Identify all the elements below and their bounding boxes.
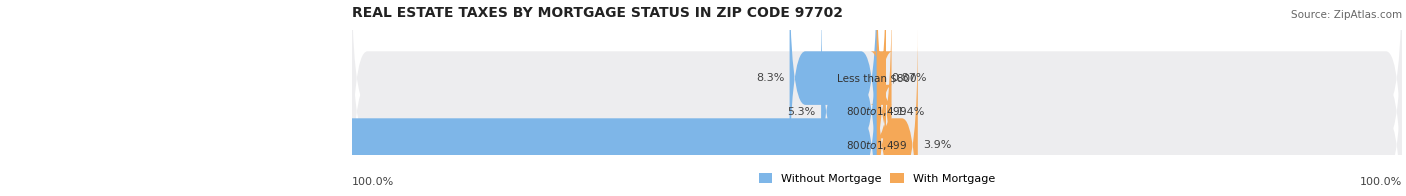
FancyBboxPatch shape <box>352 28 1402 196</box>
FancyBboxPatch shape <box>352 0 1402 196</box>
Text: REAL ESTATE TAXES BY MORTGAGE STATUS IN ZIP CODE 97702: REAL ESTATE TAXES BY MORTGAGE STATUS IN … <box>352 6 842 20</box>
Text: Source: ZipAtlas.com: Source: ZipAtlas.com <box>1291 10 1402 20</box>
FancyBboxPatch shape <box>790 0 877 195</box>
Text: $800 to $1,499: $800 to $1,499 <box>846 105 907 118</box>
Text: 1.4%: 1.4% <box>897 107 925 117</box>
Text: 8.3%: 8.3% <box>756 73 785 83</box>
Text: Less than $800: Less than $800 <box>837 73 917 83</box>
FancyBboxPatch shape <box>877 28 918 196</box>
FancyBboxPatch shape <box>6 28 877 196</box>
Text: $800 to $1,499: $800 to $1,499 <box>846 139 907 152</box>
FancyBboxPatch shape <box>870 0 893 195</box>
FancyBboxPatch shape <box>821 0 877 196</box>
FancyBboxPatch shape <box>876 0 893 196</box>
Text: 5.3%: 5.3% <box>787 107 815 117</box>
Text: 100.0%: 100.0% <box>1360 177 1402 187</box>
Text: 82.9%: 82.9% <box>17 140 52 150</box>
Text: 100.0%: 100.0% <box>352 177 394 187</box>
Text: 3.9%: 3.9% <box>922 140 952 150</box>
Text: 0.87%: 0.87% <box>891 73 927 83</box>
FancyBboxPatch shape <box>352 0 1402 195</box>
Legend: Without Mortgage, With Mortgage: Without Mortgage, With Mortgage <box>759 173 995 184</box>
